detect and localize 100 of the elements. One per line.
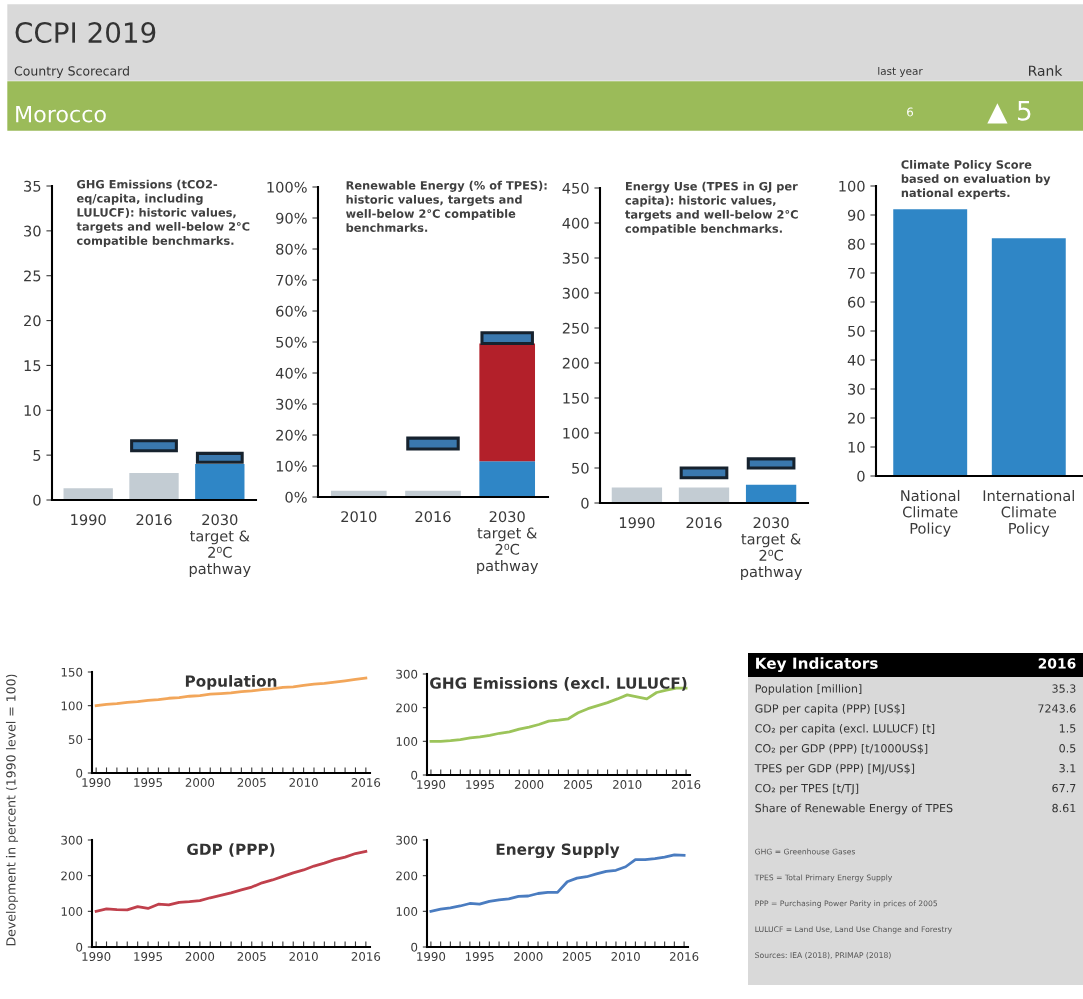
y-tick-label: 100 <box>839 180 865 192</box>
y-tick-label: 15 <box>24 360 41 372</box>
y-tick-label: 40% <box>275 367 307 379</box>
text: 6 <box>907 107 914 117</box>
bar <box>479 343 536 462</box>
x-tick-label: 2016 <box>351 778 381 787</box>
y-axis-title: Development in percent (1990 level = 100) <box>5 674 19 946</box>
y-tick-label: 90% <box>276 212 307 224</box>
chart-title: GHG Emissions (excl. LULUCF) <box>430 677 687 691</box>
y-tick-label: 90 <box>847 209 865 221</box>
y-tick-label: 0 <box>411 770 418 780</box>
y-tick-label: 60% <box>276 305 307 317</box>
y-tick-label: 0 <box>33 494 41 506</box>
text: 7243.6 <box>1038 704 1076 713</box>
x-tick-label: 2010 <box>611 952 640 961</box>
y-tick-label: 5 <box>33 450 41 461</box>
x-tick-label: 2005 <box>237 778 266 787</box>
text: 35.3 <box>1052 684 1076 693</box>
y-tick-label: 300 <box>396 669 418 679</box>
x-tick-label: 2030 target & 2⁰C pathway <box>477 511 539 574</box>
text: Rank <box>1029 65 1063 77</box>
x-tick-label: 2005 <box>563 780 593 789</box>
x-tick-label: 1990 <box>71 514 106 526</box>
category-label: Population [million] <box>755 684 862 695</box>
x-tick-label: 2030 target & 2⁰C pathway <box>189 514 251 577</box>
y-tick-label: 250 <box>562 322 589 334</box>
y-tick-label: 0 <box>411 942 418 952</box>
x-tick-label: 2000 <box>514 780 544 789</box>
y-tick-label: 0 <box>76 768 83 778</box>
text: 8.61 <box>1052 803 1076 813</box>
x-tick-label: 2010 <box>289 952 318 961</box>
text: Key Indicators <box>756 657 878 673</box>
y-tick-label: 100 <box>563 427 589 439</box>
y-tick-label: 0% <box>285 491 307 503</box>
x-tick-label: 1990 <box>619 517 655 529</box>
x-tick-label: 2016 <box>351 952 381 961</box>
y-tick-label: 10 <box>24 405 41 417</box>
y-tick-label: 25 <box>24 270 41 282</box>
y-tick-label: 400 <box>562 217 589 229</box>
x-tick-label: 2010 <box>613 780 642 789</box>
x-tick-label: 2000 <box>514 952 543 961</box>
y-tick-label: 0 <box>76 942 83 952</box>
text: Energy Use (TPES in GJ per capita): historic values, targets and well-below 2°C compatible benchmarks. <box>625 181 798 236</box>
x-tick-label: 1995 <box>134 952 163 961</box>
y-tick-label: 20 <box>24 315 41 327</box>
y-tick-label: 20% <box>276 429 307 441</box>
x-tick-label: International Climate Policy <box>983 489 1074 537</box>
y-tick-label: 30% <box>276 398 307 410</box>
y-tick-label: 40 <box>847 354 865 366</box>
x-tick-label: 2010 <box>341 511 377 523</box>
y-tick-label: 70 <box>848 267 865 279</box>
category-label: CO₂ per GDP (PPP) [t/1000US$] <box>755 743 928 755</box>
x-tick-label: 2005 <box>562 952 591 961</box>
text: Morocco <box>16 105 106 123</box>
y-tick-label: 60 <box>848 296 865 308</box>
x-tick-label: 1990 <box>417 952 446 961</box>
y-tick-label: 200 <box>396 871 418 881</box>
y-tick-label: 20 <box>848 412 865 424</box>
text: 1.5 <box>1059 724 1076 733</box>
y-tick-label: 0 <box>581 497 589 509</box>
y-tick-label: 200 <box>396 703 418 713</box>
y-tick-label: 50 <box>848 325 865 337</box>
x-tick-label: 2016 <box>669 952 699 961</box>
y-tick-label: 450 <box>562 182 589 194</box>
y-tick-label: 70% <box>276 274 307 286</box>
y-tick-label: 100 <box>61 907 83 916</box>
category-label: GDP per capita (PPP) [US$] <box>755 704 905 715</box>
y-tick-label: 50 <box>68 735 83 744</box>
y-tick-label: 200 <box>562 357 589 369</box>
x-tick-label: 2010 <box>289 778 318 787</box>
x-tick-label: 2016 <box>415 511 451 523</box>
text: 0.5 <box>1059 744 1076 753</box>
chart-title: Population <box>185 675 277 690</box>
x-tick-label: 1990 <box>82 952 111 961</box>
y-tick-label: 300 <box>562 287 589 299</box>
text: ▲ 5 <box>987 101 1031 124</box>
category-label: CO₂ per capita (excl. LULUCF) [t] <box>755 723 935 735</box>
text: 3.1 <box>1059 764 1076 773</box>
text: GHG Emissions (tCO2- eq/capita, including LULUCF): historic values, targets and well-below 2°C compatible benchmarks. <box>76 179 250 248</box>
y-tick-label: 300 <box>396 835 418 845</box>
x-tick-label: 1990 <box>417 780 446 789</box>
y-tick-label: 10% <box>276 460 307 472</box>
y-tick-label: 80% <box>276 243 307 255</box>
y-tick-label: 80 <box>848 238 865 250</box>
x-tick-label: 1995 <box>466 780 494 789</box>
chart-title: Climate Policy Score based on evaluation by national experts. <box>901 160 1051 200</box>
y-tick-label: 150 <box>563 392 589 404</box>
y-tick-label: 35 <box>24 180 41 192</box>
y-tick-label: 350 <box>562 252 589 264</box>
y-tick-label: 100 <box>61 701 83 711</box>
text: 2016 <box>1038 658 1076 669</box>
x-tick-label: 1995 <box>465 952 494 961</box>
x-tick-label: 1995 <box>134 778 163 787</box>
text: last year <box>878 66 923 78</box>
y-tick-label: 300 <box>61 835 83 845</box>
text: CCPI 2019 <box>15 22 156 44</box>
text: 67.7 <box>1052 783 1076 793</box>
bar <box>479 461 536 497</box>
x-tick-label: 2000 <box>185 952 215 961</box>
x-tick-label: 2030 target & 2⁰C pathway <box>741 517 802 580</box>
